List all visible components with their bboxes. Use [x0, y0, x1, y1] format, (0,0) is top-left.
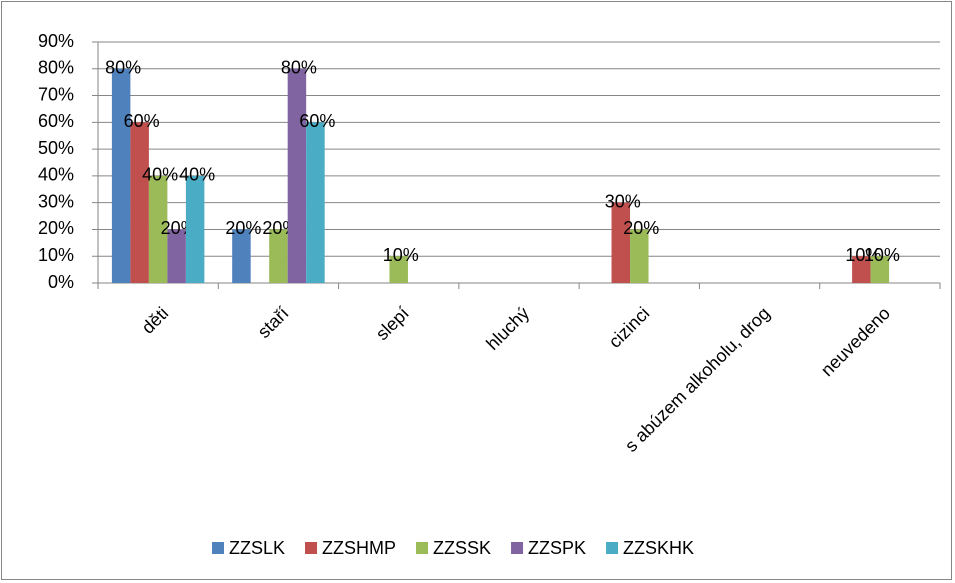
bar: [130, 122, 149, 283]
data-label: 40%: [179, 165, 215, 185]
bar: [287, 68, 307, 284]
y-tick-label: 40%: [38, 165, 74, 185]
bar: [852, 256, 871, 283]
y-tick-label: 50%: [38, 138, 74, 158]
data-label: 40%: [142, 165, 178, 185]
y-tick-label: 60%: [38, 111, 74, 131]
data-label: 60%: [124, 111, 160, 131]
bar: [167, 229, 186, 283]
data-label: 20%: [623, 218, 659, 238]
legend-swatch: [606, 542, 619, 554]
legend-label: ZZSPK: [528, 538, 586, 558]
y-tick-label: 70%: [38, 84, 74, 104]
y-tick-label: 20%: [38, 218, 74, 238]
bar: [630, 229, 649, 283]
legend-label: ZZSSK: [433, 538, 491, 558]
data-label: 20%: [225, 218, 261, 238]
legend-label: ZZSLK: [229, 538, 285, 558]
legend-swatch: [416, 542, 429, 554]
y-tick-label: 0%: [48, 272, 74, 292]
legend-label: ZZSHMP: [322, 538, 396, 558]
bar: [111, 68, 131, 284]
y-tick-label: 30%: [38, 191, 74, 211]
legend-label: ZZSKHK: [623, 538, 694, 558]
y-tick-label: 90%: [38, 31, 74, 51]
data-label: 10%: [383, 245, 419, 265]
y-tick-label: 80%: [38, 58, 74, 78]
legend-swatch: [305, 542, 318, 554]
y-tick-label: 10%: [38, 245, 74, 265]
bar: [870, 256, 890, 283]
data-label: 10%: [864, 245, 900, 265]
bar: [389, 256, 408, 283]
data-label: 60%: [299, 111, 335, 131]
bar: [185, 175, 205, 283]
data-label: 30%: [605, 191, 641, 211]
data-label: 80%: [281, 58, 317, 78]
bar: [611, 202, 631, 283]
bar: [232, 229, 251, 283]
legend-swatch: [511, 542, 524, 554]
data-label: 80%: [105, 58, 141, 78]
bar: [269, 229, 288, 283]
bar: [306, 122, 325, 283]
legend-swatch: [212, 542, 224, 554]
bar: [148, 175, 168, 283]
